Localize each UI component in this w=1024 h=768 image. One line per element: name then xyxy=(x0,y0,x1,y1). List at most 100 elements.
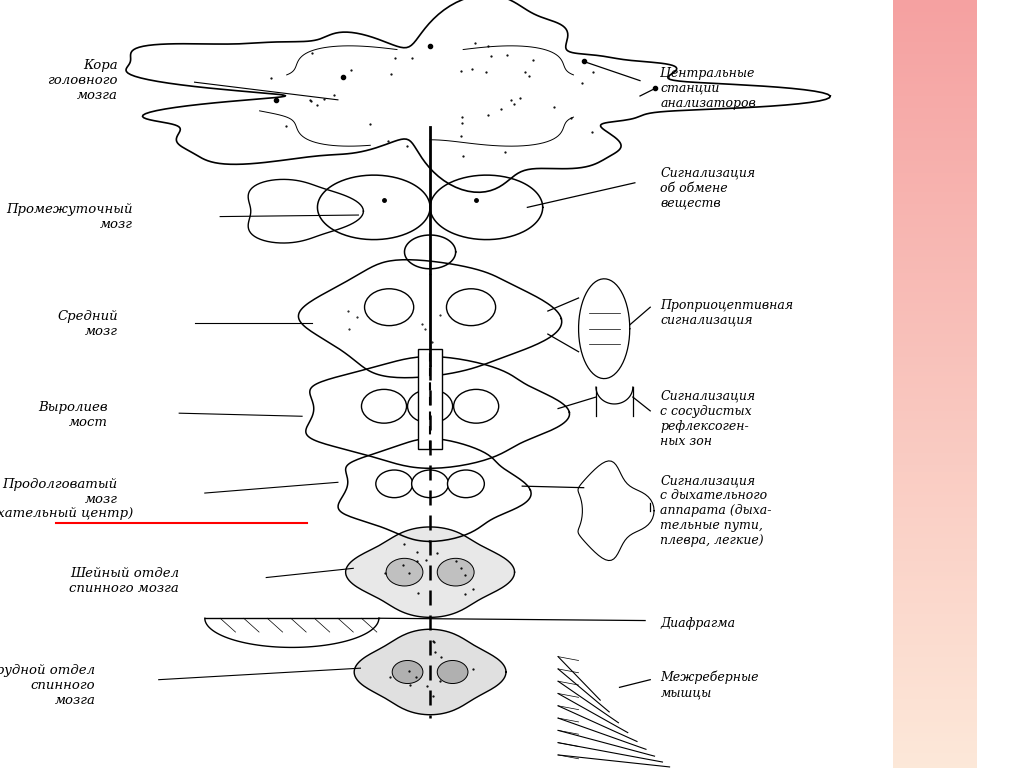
Bar xyxy=(893,434,977,438)
Bar xyxy=(893,65,977,69)
Bar xyxy=(893,630,977,634)
Bar xyxy=(893,157,977,161)
Text: Центральные
станции
анализаторов: Центральные станции анализаторов xyxy=(660,67,757,110)
Bar xyxy=(893,457,977,461)
Text: Продолговатый
мозг: Продолговатый мозг xyxy=(3,478,118,505)
Bar xyxy=(893,499,977,503)
Bar xyxy=(893,733,977,737)
Text: Диафрагма: Диафрагма xyxy=(660,617,735,630)
Polygon shape xyxy=(126,0,830,192)
Polygon shape xyxy=(298,260,562,378)
Bar xyxy=(893,657,977,660)
Bar xyxy=(893,591,977,595)
Bar xyxy=(893,246,977,250)
Text: Промежуточный
мозг: Промежуточный мозг xyxy=(6,203,133,230)
Bar xyxy=(893,691,977,695)
Circle shape xyxy=(446,289,496,326)
Bar xyxy=(893,257,977,261)
Bar xyxy=(893,753,977,756)
Bar xyxy=(893,311,977,315)
Bar xyxy=(893,576,977,580)
Bar xyxy=(893,204,977,207)
Bar xyxy=(893,142,977,146)
Bar xyxy=(893,468,977,472)
Bar xyxy=(893,442,977,445)
Bar xyxy=(893,511,977,515)
Bar xyxy=(893,419,977,422)
Bar xyxy=(893,284,977,288)
Bar xyxy=(893,480,977,484)
Bar xyxy=(893,61,977,65)
Bar xyxy=(893,23,977,27)
Bar xyxy=(893,84,977,88)
Text: Сигнализация
с дыхательного
аппарата (дыха-
тельные пути,
плевра, легкие): Сигнализация с дыхательного аппарата (ды… xyxy=(660,474,772,548)
Circle shape xyxy=(386,558,423,586)
Bar xyxy=(893,376,977,380)
Bar xyxy=(893,292,977,296)
Bar xyxy=(893,707,977,710)
Bar xyxy=(893,676,977,680)
Bar xyxy=(893,422,977,426)
Bar xyxy=(893,54,977,58)
Bar xyxy=(893,388,977,392)
Bar xyxy=(893,710,977,714)
Circle shape xyxy=(437,558,474,586)
Bar xyxy=(893,31,977,35)
Bar xyxy=(893,626,977,630)
Bar xyxy=(893,564,977,568)
Bar xyxy=(893,637,977,641)
Bar xyxy=(893,19,977,23)
Circle shape xyxy=(412,470,449,498)
Bar xyxy=(893,584,977,588)
Bar xyxy=(893,27,977,31)
Bar xyxy=(893,134,977,138)
Bar xyxy=(893,399,977,403)
Bar xyxy=(893,338,977,342)
Bar xyxy=(893,361,977,365)
Bar xyxy=(893,58,977,61)
Bar xyxy=(893,100,977,104)
Bar xyxy=(893,280,977,284)
Bar xyxy=(893,127,977,131)
Bar xyxy=(893,111,977,115)
Polygon shape xyxy=(248,180,364,243)
Bar xyxy=(893,538,977,541)
Bar xyxy=(893,300,977,303)
Polygon shape xyxy=(354,629,506,715)
Bar xyxy=(893,553,977,557)
Bar xyxy=(893,269,977,273)
Bar xyxy=(893,169,977,173)
Bar xyxy=(893,211,977,215)
Bar xyxy=(893,687,977,691)
Bar xyxy=(893,484,977,488)
Bar xyxy=(893,146,977,150)
Text: Сигнализация
об обмене
веществ: Сигнализация об обмене веществ xyxy=(660,167,756,210)
Bar xyxy=(893,173,977,177)
Text: Средний
мозг: Средний мозг xyxy=(57,310,118,338)
Bar xyxy=(893,430,977,434)
Bar xyxy=(893,503,977,507)
Bar xyxy=(893,12,977,15)
Bar xyxy=(893,319,977,323)
Bar xyxy=(893,161,977,165)
Bar xyxy=(893,749,977,753)
Bar xyxy=(893,396,977,399)
Polygon shape xyxy=(346,527,514,617)
Bar xyxy=(893,261,977,265)
Bar xyxy=(893,131,977,134)
Text: Проприоцептивная
сигнализация: Проприоцептивная сигнализация xyxy=(660,299,794,326)
Bar xyxy=(893,35,977,38)
Bar xyxy=(893,741,977,745)
Bar xyxy=(893,108,977,111)
Bar xyxy=(893,119,977,123)
Bar xyxy=(893,276,977,280)
Polygon shape xyxy=(404,235,456,269)
Bar xyxy=(893,699,977,703)
Bar xyxy=(893,192,977,196)
Text: Выролиев
мост: Выролиев мост xyxy=(38,401,108,429)
Text: (дыхательный центр): (дыхательный центр) xyxy=(0,507,133,519)
Circle shape xyxy=(392,660,423,684)
Bar xyxy=(893,42,977,46)
Bar xyxy=(893,580,977,584)
Bar xyxy=(893,372,977,376)
